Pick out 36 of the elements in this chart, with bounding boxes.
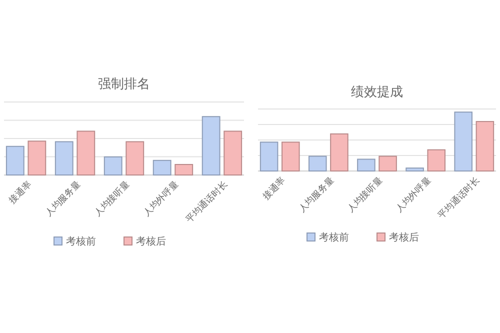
legend-label: 考核后	[136, 236, 166, 248]
x-tick-label: 接通率	[260, 175, 288, 202]
x-tick-label: 平均通话时长	[184, 179, 230, 226]
chart-title: 绩效提成	[351, 85, 403, 100]
bar	[282, 142, 300, 172]
bar	[260, 142, 278, 172]
x-tick-label: 人均服务量	[43, 179, 83, 219]
bar	[6, 146, 24, 176]
bar	[202, 116, 220, 176]
bar	[174, 164, 194, 176]
x-tick-label: 平均通话时长	[436, 175, 482, 222]
bar	[476, 121, 494, 172]
bar	[152, 160, 172, 176]
bar	[357, 158, 376, 172]
bar	[330, 133, 348, 172]
x-tick-label: 人均服务量	[296, 175, 336, 215]
bar	[427, 149, 446, 172]
bar	[308, 156, 327, 172]
bar	[54, 141, 74, 176]
legend-label: 考核前	[319, 232, 349, 244]
bar	[454, 112, 472, 172]
bar	[104, 156, 122, 176]
x-tick-label: 人均外呼量	[141, 179, 181, 219]
bar	[406, 168, 424, 172]
x-tick-label: 接通率	[7, 179, 34, 206]
x-tick-label: 人均接听量	[92, 179, 132, 219]
legend-label: 考核后	[389, 232, 419, 244]
x-tick-label: 人均外呼量	[394, 175, 434, 215]
bar	[378, 156, 397, 172]
bar	[224, 130, 242, 176]
bar	[28, 140, 46, 176]
bar	[126, 141, 144, 176]
chart-title: 强制排名	[98, 77, 150, 92]
legend-label: 考核前	[66, 236, 96, 248]
bar	[76, 130, 96, 176]
x-tick-label: 人均接听量	[345, 175, 385, 215]
